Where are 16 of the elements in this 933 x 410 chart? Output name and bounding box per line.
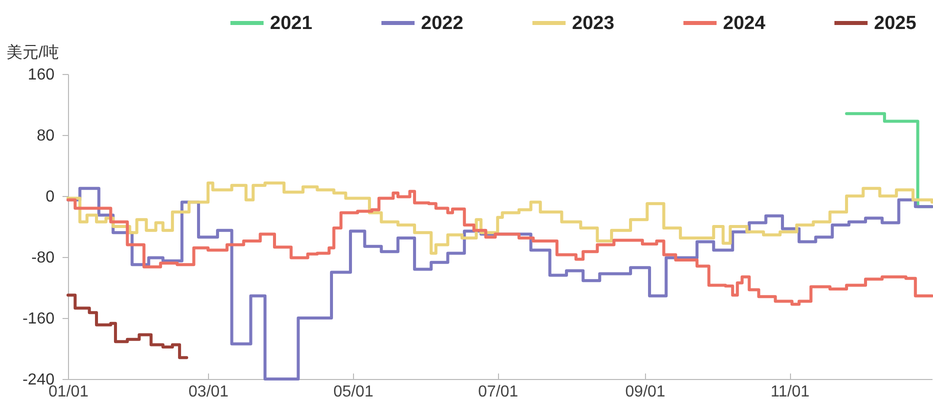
legend-label: 2025 [874, 13, 917, 34]
legend-label: 2021 [270, 13, 313, 34]
x-tick-label: 05/01 [333, 384, 374, 400]
y-tick-label: 160 [28, 66, 55, 84]
y-tick-label: -160 [22, 310, 55, 328]
y-tick-label: 80 [36, 128, 55, 144]
x-tick-label: 07/01 [478, 384, 518, 400]
y-axis-title: 美元/吨 [6, 44, 59, 62]
x-tick-label: 09/01 [625, 384, 666, 400]
legend-label: 2022 [421, 13, 464, 34]
y-tick-label: -80 [31, 250, 55, 266]
x-tick-label: 11/01 [770, 384, 810, 400]
y-tick-label: 0 [46, 188, 55, 206]
x-tick-label: 03/01 [188, 384, 229, 400]
legend-label: 2024 [723, 13, 766, 34]
legend-label: 2023 [572, 13, 614, 34]
